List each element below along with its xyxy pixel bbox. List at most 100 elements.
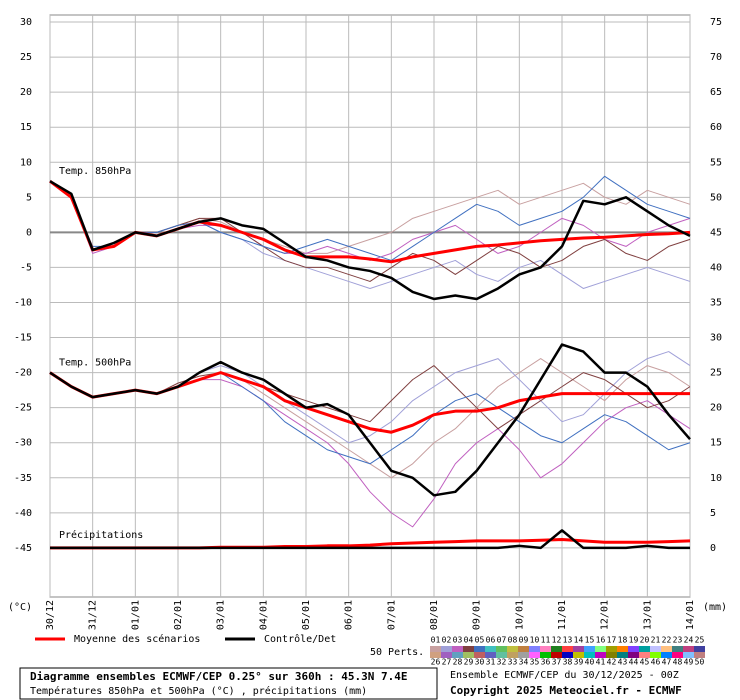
y-tick-label: 15 <box>20 122 32 133</box>
member-swatch <box>639 652 650 658</box>
members-title: 50 Perts. <box>370 647 424 658</box>
member-label: 30 <box>475 658 485 667</box>
member-label: 39 <box>574 658 584 667</box>
member-label: 20 <box>640 636 650 645</box>
member-label: 38 <box>563 658 573 667</box>
member-swatch <box>441 652 452 658</box>
control-line <box>49 343 691 497</box>
member-label: 16 <box>596 636 606 645</box>
member-swatch <box>474 646 485 652</box>
member-label: 07 <box>497 636 507 645</box>
member-swatch <box>540 646 551 652</box>
x-tick-label: 02/01 <box>173 600 184 630</box>
legend-label: Contrôle/Det <box>264 633 336 645</box>
member-swatch <box>606 652 617 658</box>
y2-tick-label: 45 <box>710 227 722 238</box>
member-label: 43 <box>618 658 628 667</box>
member-label: 14 <box>574 636 584 645</box>
member-label: 25 <box>695 636 705 645</box>
y-tick-label: -20 <box>14 368 32 379</box>
member-label: 05 <box>475 636 485 645</box>
member-swatch <box>540 652 551 658</box>
y2-tick-label: 55 <box>710 157 722 168</box>
member-swatch <box>452 646 463 652</box>
y2-tick-label: 65 <box>710 87 722 98</box>
member-swatch <box>595 652 606 658</box>
member-swatch <box>573 646 584 652</box>
y-tick-label: -10 <box>14 297 32 308</box>
member-swatch <box>529 652 540 658</box>
y2-tick-label: 25 <box>710 368 722 379</box>
member-label: 29 <box>464 658 474 667</box>
member-swatch <box>672 652 683 658</box>
y-tick-label: -40 <box>14 508 32 519</box>
y2-axis-label: (mm) <box>703 602 727 613</box>
member-swatch <box>650 646 661 652</box>
y2-tick-label: 75 <box>710 17 722 28</box>
y2-tick-label: 50 <box>710 192 722 203</box>
y2-tick-label: 15 <box>710 438 722 449</box>
y2-tick-label: 5 <box>710 508 716 519</box>
member-label: 48 <box>673 658 683 667</box>
member-label: 47 <box>662 658 672 667</box>
member-label: 49 <box>684 658 694 667</box>
member-label: 02 <box>442 636 452 645</box>
member-label: 24 <box>684 636 694 645</box>
footer-title: Diagramme ensembles ECMWF/CEP 0.25° sur … <box>30 670 408 683</box>
member-swatch <box>562 646 573 652</box>
member-swatch <box>518 646 529 652</box>
y-tick-label: -5 <box>20 262 32 273</box>
member-label: 21 <box>651 636 661 645</box>
y-tick-label: 20 <box>20 87 32 98</box>
member-label: 22 <box>662 636 672 645</box>
control-line <box>49 180 691 301</box>
x-tick-label: 04/01 <box>258 600 269 630</box>
member-label: 27 <box>442 658 452 667</box>
member-swatch <box>683 646 694 652</box>
y-tick-label: 30 <box>20 17 32 28</box>
member-label: 34 <box>519 658 529 667</box>
plot-frame <box>49 14 691 598</box>
member-label: 23 <box>673 636 683 645</box>
y-tick-label: -45 <box>14 543 32 554</box>
y-tick-label: 25 <box>20 52 32 63</box>
member-label: 32 <box>497 658 507 667</box>
member-label: 44 <box>629 658 639 667</box>
y-tick-label: 0 <box>26 227 32 238</box>
member-swatch <box>694 652 705 658</box>
x-tick-label: 07/01 <box>386 600 397 630</box>
member-swatch <box>485 652 496 658</box>
member-swatch <box>694 646 705 652</box>
run-info: Ensemble ECMWF/CEP du 30/12/2025 - 00Z <box>450 670 679 681</box>
member-label: 08 <box>508 636 518 645</box>
member-swatch <box>474 652 485 658</box>
copyright: Copyright 2025 Meteociel.fr - ECMWF <box>450 684 682 697</box>
member-label: 36 <box>541 658 551 667</box>
x-tick-label: 12/01 <box>600 600 611 630</box>
x-tick-label: 03/01 <box>216 600 227 630</box>
member-swatch <box>507 652 518 658</box>
x-tick-label: 11/01 <box>557 600 568 630</box>
member-label: 35 <box>530 658 540 667</box>
member-swatch <box>551 646 562 652</box>
member-swatch <box>628 652 639 658</box>
member-swatch <box>617 652 628 658</box>
member-label: 09 <box>519 636 529 645</box>
member-label: 11 <box>541 636 551 645</box>
member-label: 15 <box>585 636 595 645</box>
y-tick-label: -25 <box>14 403 32 414</box>
y2-tick-label: 35 <box>710 297 722 308</box>
y-axis-label: (°C) <box>8 602 32 613</box>
y-tick-label: -15 <box>14 333 32 344</box>
member-swatch <box>529 646 540 652</box>
x-tick-label: 13/01 <box>642 600 653 630</box>
member-swatch <box>672 646 683 652</box>
control-line <box>50 529 690 550</box>
y-tick-label: 5 <box>26 192 32 203</box>
member-swatch <box>518 652 529 658</box>
member-label: 06 <box>486 636 496 645</box>
panel-label: Temp. 500hPa <box>59 358 131 369</box>
member-swatch <box>617 646 628 652</box>
y2-tick-label: 60 <box>710 122 722 133</box>
